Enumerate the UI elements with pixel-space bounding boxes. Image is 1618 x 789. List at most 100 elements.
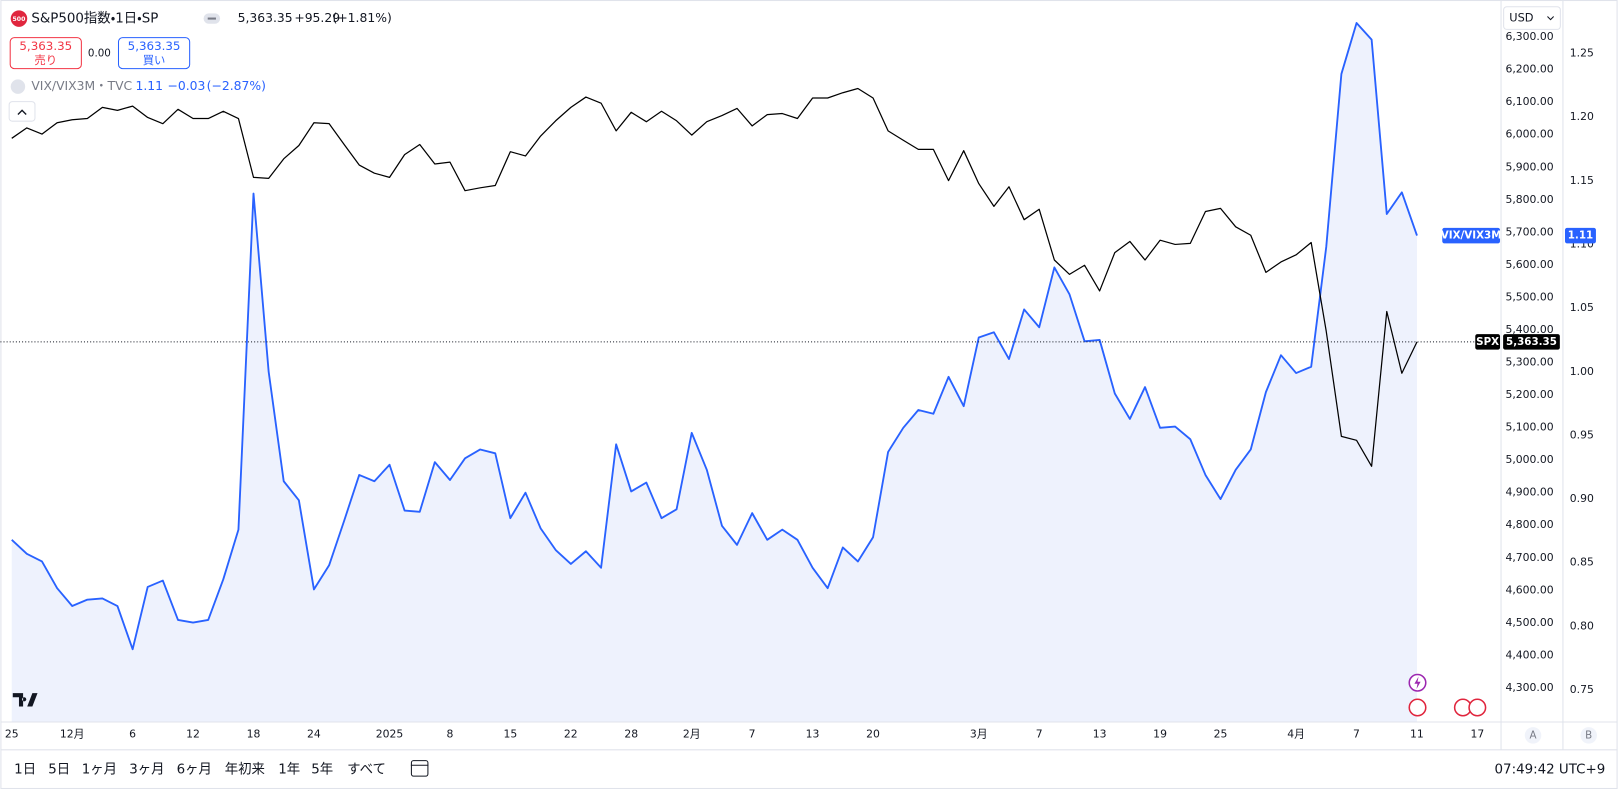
- symbol-logo: [10, 10, 28, 27]
- scale-button-label[interactable]: B: [1585, 729, 1592, 741]
- range-button[interactable]: すべて: [347, 761, 386, 777]
- scale-button[interactable]: [1524, 727, 1542, 744]
- price-tag-value-bg: [1564, 227, 1596, 244]
- buy-label[interactable]: 買い: [143, 53, 166, 67]
- event-icon[interactable]: [1468, 698, 1487, 717]
- x-tick-label: 25: [5, 727, 19, 740]
- y-tick-label: 0.85: [1570, 556, 1594, 569]
- y-tick-label: 5,000.00: [1505, 453, 1553, 466]
- event-icon-bolt: [1414, 676, 1421, 689]
- price-tag-name: VIX/VIX3M: [1441, 230, 1502, 242]
- price-tag-name-bg: [1442, 227, 1501, 244]
- x-tick-label: 20: [866, 727, 880, 740]
- sell-button[interactable]: [9, 37, 82, 70]
- y-tick-label: 1.05: [1570, 301, 1594, 314]
- scale-button-label[interactable]: A: [1530, 729, 1537, 741]
- x-tick-label: 25: [1214, 727, 1228, 740]
- symbol-logo: [10, 79, 26, 94]
- collapse-button[interactable]: [8, 101, 36, 122]
- sell-price[interactable]: 5,363.35: [19, 39, 72, 53]
- x-tick-label: 13: [1093, 727, 1107, 740]
- x-tick-label: 12: [186, 727, 200, 740]
- last-price: 5,363.35: [238, 11, 293, 25]
- price-change-pct: (+1.81%): [333, 11, 392, 25]
- y-tick-label: 5,900.00: [1505, 160, 1553, 173]
- y-tick-label: 1.00: [1570, 365, 1594, 378]
- x-tick-label: 11: [1410, 727, 1424, 740]
- x-tick-label: 2025: [376, 727, 404, 740]
- y-tick-label: 5,700.00: [1505, 225, 1553, 238]
- y-tick-label: 0.95: [1570, 428, 1594, 441]
- x-tick-label: 19: [1153, 727, 1167, 740]
- area: [11, 22, 1417, 722]
- y-tick-label: 6,200.00: [1505, 63, 1553, 76]
- x-tick-label: 8: [446, 727, 453, 740]
- range-button[interactable]: 5日: [48, 762, 70, 777]
- buy-button[interactable]: [117, 37, 191, 70]
- y-tick-label: 5,400.00: [1505, 323, 1553, 336]
- x-tick-label: 24: [307, 727, 321, 740]
- range-button[interactable]: 5年: [311, 761, 333, 777]
- y-tick-label: 5,200.00: [1505, 388, 1553, 401]
- x-tick-label: 7: [749, 727, 756, 740]
- x-tick-label: 28: [624, 727, 638, 740]
- x-tick-label: 22: [564, 727, 578, 740]
- range-button[interactable]: 1日: [14, 762, 36, 777]
- x-tick-label: 17: [1470, 727, 1484, 740]
- legend-title[interactable]: VIX/VIX3M・TVC: [31, 79, 132, 93]
- y-tick-label: 5,300.00: [1505, 356, 1553, 369]
- currency-select[interactable]: [1503, 6, 1561, 30]
- y-tick-label: 4,500.00: [1505, 616, 1553, 629]
- y-tick-label: 6,100.00: [1505, 95, 1553, 108]
- y-tick-label: 5,500.00: [1505, 290, 1553, 303]
- spread: 0.00: [88, 48, 111, 60]
- range-button[interactable]: 6ヶ月: [177, 762, 212, 777]
- series-line: [11, 87, 1418, 467]
- price-tag-value-bg: [1503, 334, 1560, 350]
- series-line: [11, 22, 1418, 651]
- scale-button[interactable]: [1580, 727, 1597, 744]
- y-tick-label: 4,700.00: [1505, 551, 1553, 564]
- price-tag-name: SPX: [1476, 336, 1499, 348]
- x-tick-label: 6: [129, 727, 136, 740]
- range-button[interactable]: 3ヶ月: [129, 762, 164, 777]
- sell-label[interactable]: 売り: [34, 53, 57, 67]
- range-button[interactable]: 1年: [278, 761, 300, 777]
- y-tick-label: 4,900.00: [1505, 486, 1553, 499]
- buy-price[interactable]: 5,363.35: [128, 39, 181, 53]
- y-tick-label: 4,300.00: [1505, 681, 1553, 694]
- x-tick-label: 13: [806, 727, 820, 740]
- price-change: +95.29: [294, 11, 340, 25]
- event-icon[interactable]: [1408, 698, 1427, 717]
- y-tick-label: 5,600.00: [1505, 258, 1553, 271]
- y-tick-label: 1.20: [1570, 110, 1594, 123]
- y-tick-label: 6,000.00: [1505, 128, 1553, 141]
- date-range-icon[interactable]: [410, 760, 429, 777]
- currency-chevron: [1547, 16, 1555, 21]
- collapse-icon: [17, 109, 27, 115]
- y-tick-label: 4,400.00: [1505, 648, 1553, 661]
- currency[interactable]: USD: [1509, 11, 1533, 25]
- y-tick-label: 1.25: [1570, 47, 1594, 60]
- pane: [0, 22, 1502, 722]
- range-button[interactable]: 1ヶ月: [82, 762, 117, 777]
- x-tick-label: 15: [503, 727, 517, 740]
- y-tick-label: 4,800.00: [1505, 518, 1553, 531]
- x-tick-label: 12月: [60, 727, 85, 740]
- x-tick-label: 7: [1036, 727, 1043, 740]
- brand-logo[interactable]: [12, 693, 38, 707]
- clock[interactable]: 07:49:42 UTC+9: [1495, 762, 1606, 777]
- range-button[interactable]: 年初来: [225, 761, 265, 777]
- y-tick-label: 5,800.00: [1505, 193, 1553, 206]
- x-tick-label: 3月: [970, 727, 988, 740]
- legend-change: −0.03: [167, 79, 205, 93]
- x-tick-label: 7: [1353, 727, 1360, 740]
- legend-last: 1.11: [136, 79, 164, 93]
- price-tag-value: 5,363.35: [1506, 336, 1557, 348]
- price-tag-name-bg: [1475, 334, 1501, 350]
- legend-title[interactable]: S&P500指数・1日・SP: [31, 11, 158, 27]
- range-bar: 1日 5日 1ヶ月 3ヶ月 6ヶ月 年初来 1年 5年 すべて: [14, 761, 386, 777]
- y-tick-label: 1.15: [1570, 174, 1594, 187]
